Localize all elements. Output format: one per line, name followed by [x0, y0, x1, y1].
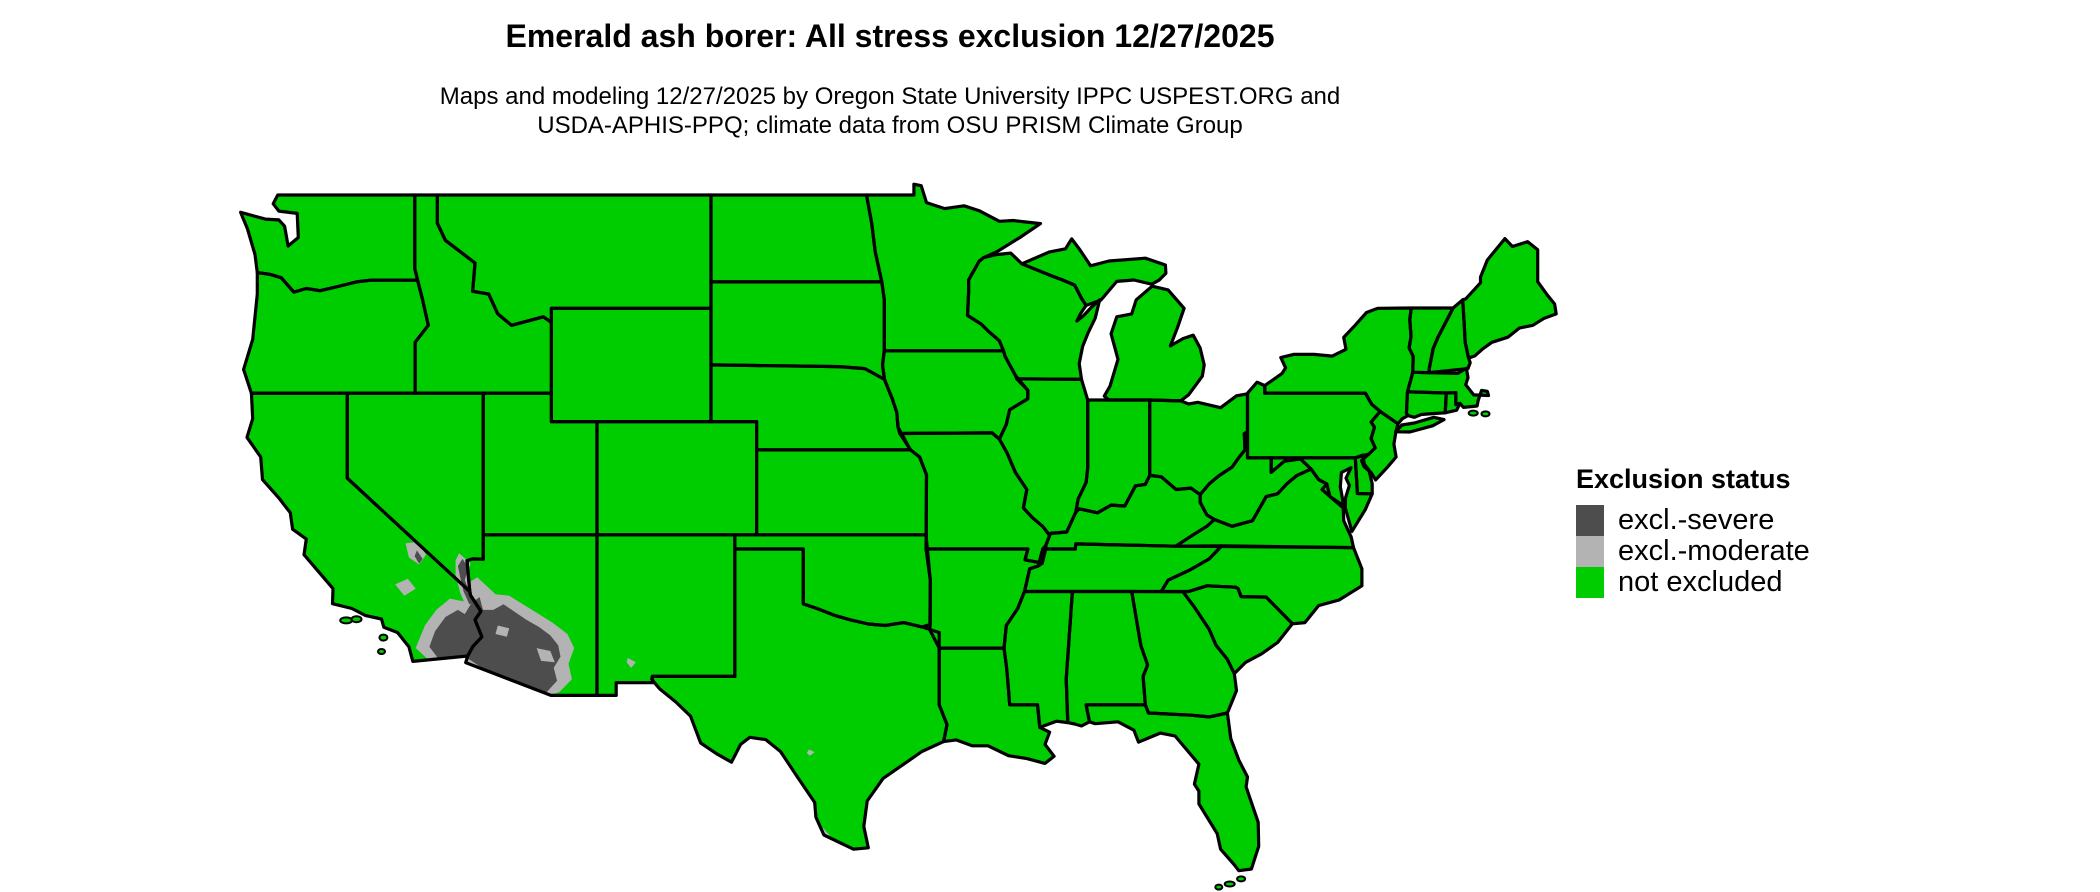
- map-subtitle-line1: Maps and modeling 12/27/2025 by Oregon S…: [439, 83, 1341, 110]
- legend-item-not-excluded: not excluded: [1576, 567, 1810, 598]
- legend-swatch-not-excluded: [1576, 567, 1604, 598]
- map-subtitle-line2: USDA-APHIS-PPQ; climate data from OSU PR…: [537, 112, 1243, 139]
- legend-label-moderate: excl.-moderate: [1618, 535, 1810, 567]
- legend-label-severe: excl.-severe: [1618, 504, 1775, 536]
- map-title: Emerald ash borer: All stress exclusion …: [505, 18, 1275, 54]
- legend-swatch-severe: [1576, 505, 1604, 536]
- legend-label-not-excluded: not excluded: [1618, 566, 1783, 598]
- state-borders-layer: [239, 182, 1558, 873]
- legend-item-severe: excl.-severe: [1576, 505, 1810, 536]
- legend: Exclusion status excl.-severe excl.-mode…: [1576, 464, 1810, 598]
- map-subtitle: Maps and modeling 12/27/2025 by Oregon S…: [0, 82, 1780, 140]
- islands-layer: [339, 409, 1491, 891]
- legend-item-moderate: excl.-moderate: [1576, 536, 1810, 567]
- legend-title: Exclusion status: [1576, 464, 1791, 494]
- legend-swatch-moderate: [1576, 536, 1604, 567]
